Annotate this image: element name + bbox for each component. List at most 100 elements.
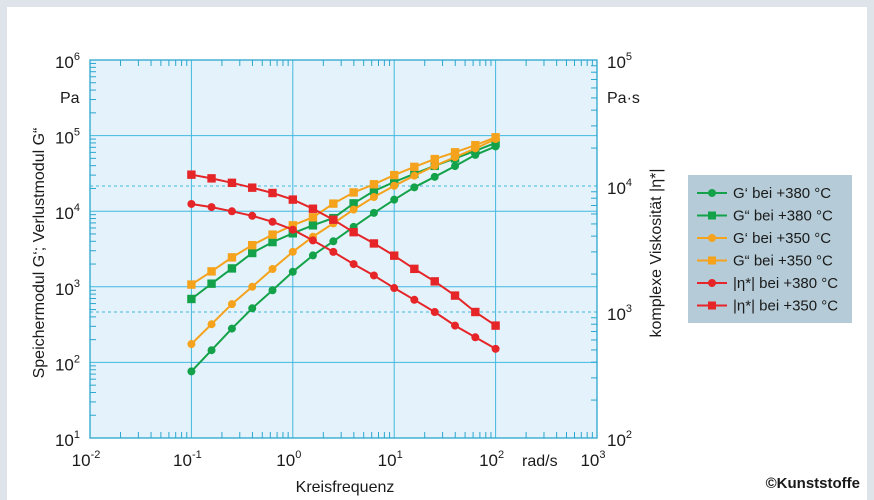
data-point (288, 195, 297, 204)
y-left-tick-label: 106 (55, 51, 80, 72)
data-point (207, 346, 216, 355)
series-line (190, 145, 496, 373)
series-layer (187, 133, 500, 376)
legend-marker (708, 301, 716, 310)
series-line (190, 136, 496, 286)
data-point (248, 241, 257, 250)
y-left-tick-label: 104 (55, 202, 80, 223)
plot-border (89, 59, 598, 439)
data-point (187, 280, 196, 289)
x-tick-label: 102 (479, 449, 504, 470)
data-point (369, 180, 379, 189)
data-point (349, 199, 358, 208)
data-point (471, 307, 480, 317)
legend-marker (708, 256, 716, 265)
data-point (187, 340, 196, 349)
axis-labels: 10-2 10-1 100 101 102 10310110210310410510610… (55, 51, 632, 470)
data-point (227, 253, 237, 262)
data-point (308, 213, 318, 222)
data-point (430, 172, 439, 181)
plot-area (90, 60, 597, 438)
x-tick-label: 101 (378, 449, 403, 470)
data-point (207, 320, 216, 329)
data-point (410, 183, 419, 192)
y-right-unit: Pa·s (607, 90, 640, 107)
data-point (207, 203, 216, 212)
data-point (288, 221, 297, 230)
data-point (390, 195, 399, 204)
data-point (268, 264, 277, 273)
y-right-tick-label: 103 (607, 303, 632, 324)
data-point (450, 148, 460, 157)
data-point (369, 186, 379, 196)
data-point (390, 181, 399, 190)
legend-marker (708, 211, 716, 220)
data-point (410, 295, 419, 304)
y-right-axis-title: komplexe Viskosität |η*| (648, 169, 665, 338)
data-point (369, 271, 378, 280)
x-tick-label: 100 (276, 449, 301, 470)
legend-label: G‘ bei +350 °C (733, 230, 831, 247)
data-point (288, 225, 297, 234)
data-point (329, 215, 338, 224)
data-point (410, 264, 419, 274)
data-point (268, 286, 277, 295)
y-right-tick-label: 104 (607, 177, 632, 198)
credit-label: ©Kunststoffe (765, 475, 860, 492)
data-point (349, 227, 358, 237)
data-point (349, 188, 358, 197)
series-line (190, 138, 497, 345)
legend-marker (708, 189, 716, 197)
legend-label: |η*| bei +350 °C (733, 298, 838, 315)
y-left-tick-label: 103 (55, 278, 80, 299)
x-tick-label: 10-1 (173, 449, 202, 470)
legend-marker (708, 234, 716, 242)
legend-label: G“ bei +350 °C (733, 253, 833, 270)
data-point (187, 294, 196, 304)
data-point (308, 251, 317, 260)
data-point (390, 284, 399, 293)
y-left-axis-title: Speichermodul G‘; Verlustmodul G“ (31, 128, 48, 379)
data-point (430, 161, 439, 170)
data-point (430, 308, 439, 316)
data-point (329, 247, 338, 256)
x-axis-title: Kreisfrequenz (296, 479, 395, 496)
data-point (451, 321, 460, 330)
data-point (369, 239, 379, 248)
data-point (430, 277, 439, 286)
data-point (369, 193, 378, 202)
data-point (268, 217, 277, 226)
series-line (191, 173, 497, 327)
data-point (491, 344, 500, 353)
y-left-tick-label: 105 (55, 127, 80, 148)
data-point (227, 300, 236, 309)
data-point (329, 199, 338, 208)
data-point (308, 236, 317, 245)
data-point (227, 178, 237, 188)
x-tick-label: 103 (580, 449, 605, 470)
data-point (207, 267, 216, 276)
y-right-tick-label: 102 (607, 429, 632, 450)
data-point (227, 207, 236, 216)
legend: G‘ bei +380 °C G“ bei +380 °C G‘ bei +350 … (697, 185, 838, 315)
data-point (207, 279, 216, 288)
right-axis-grid (90, 185, 597, 313)
data-point (248, 282, 257, 291)
y-left-tick-label: 102 (55, 353, 80, 374)
legend-label: |η*| bei +380 °C (733, 275, 838, 292)
data-point (207, 174, 216, 183)
data-point (248, 211, 257, 220)
data-point (450, 291, 460, 300)
data-point (390, 251, 399, 260)
data-point (349, 205, 358, 214)
data-point (288, 267, 297, 276)
x-unit: rad/s (522, 453, 558, 470)
data-point (329, 237, 338, 246)
data-point (410, 162, 419, 172)
legend-label: G“ bei +380 °C (733, 208, 833, 225)
data-point (268, 188, 277, 198)
data-point (491, 133, 500, 142)
data-point (349, 260, 358, 269)
axis-ticks (90, 60, 597, 438)
